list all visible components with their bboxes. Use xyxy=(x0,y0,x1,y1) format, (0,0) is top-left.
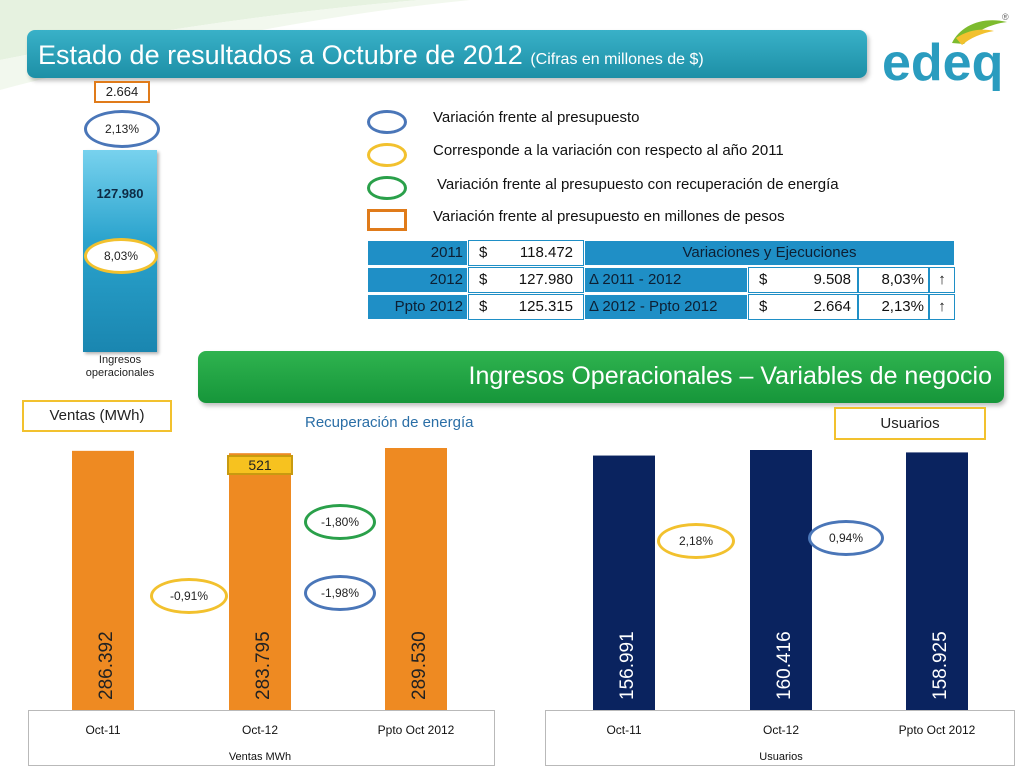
section-title: Ingresos Operacionales – Variables de ne… xyxy=(468,362,992,390)
ventas-chart-frame xyxy=(28,710,495,766)
category-label: Ppto Oct 2012 xyxy=(378,723,455,737)
table-currency: $ xyxy=(479,244,488,261)
usuarios-chart: 156.991 Oct-11 160.416 Oct-12 158.925 Ppto Oc… xyxy=(593,450,976,763)
bar-ventas-chart-0 xyxy=(72,450,134,710)
x-axis-label: Ventas MWh xyxy=(229,751,291,763)
bar-value-label: 283.795 xyxy=(253,631,274,700)
table-cell-value: $ 127.980 xyxy=(468,267,584,293)
bar-ventas-chart-2 xyxy=(385,448,447,710)
table-value: 125.315 xyxy=(518,298,573,315)
table-delta-label: Δ 2012 - Ppto 2012 xyxy=(584,294,748,320)
ingresos-variation-year: 8,03% xyxy=(84,238,158,274)
ingresos-variation-budget: 2,13% xyxy=(84,110,160,148)
usuarios-blue-annotation: 0,94% xyxy=(808,520,884,556)
legend-orange-square xyxy=(367,209,407,231)
table-delta-pct: 2,13% xyxy=(858,294,929,320)
ventas-yellow-annotation: -0,91% xyxy=(150,578,228,614)
table-delta-pct: 8,03% xyxy=(858,267,929,293)
legend-item-budget: Variación frente al presupuesto xyxy=(433,109,640,126)
table-delta-value-cell: $ 2.664 xyxy=(748,294,858,320)
legend-blue-ellipse xyxy=(367,110,407,134)
recuperacion-label: Recuperación de energía xyxy=(305,414,474,431)
x-axis-label: Usuarios xyxy=(759,751,803,763)
title-main: Estado de resultados a Octubre de 2012 xyxy=(38,40,523,70)
title-subtitle: (Cifras en millones de $) xyxy=(530,51,704,68)
table-value: 118.472 xyxy=(519,244,573,261)
ventas-green-annotation: -1,80% xyxy=(304,504,376,540)
section-bar xyxy=(198,351,1004,403)
bar-value-label: 286.392 xyxy=(96,631,117,700)
table-row-label: Ppto 2012 xyxy=(367,294,468,320)
table-delta-label: Δ 2011 - 2012 xyxy=(584,267,748,293)
table-cell-value: $ 118.472 xyxy=(468,240,584,266)
ventas-chart: 286.392 Oct-11 283.795 Oct-12 289.530 Ppto Oc… xyxy=(72,448,455,763)
ventas-label: Ventas (MWh) xyxy=(22,400,172,432)
legend-green-ellipse xyxy=(367,176,407,200)
usuarios-label: Usuarios xyxy=(834,407,986,440)
table-row-label: 2011 xyxy=(367,240,468,266)
bar-usuarios-chart-2 xyxy=(906,452,968,710)
table-value: 127.980 xyxy=(518,271,573,288)
table-delta-value: 9.508 xyxy=(813,271,851,288)
table-header: Variaciones y Ejecuciones xyxy=(584,240,955,266)
registered-mark: ® xyxy=(1002,12,1009,22)
table-currency: $ xyxy=(479,298,488,315)
category-label: Oct-12 xyxy=(763,723,799,737)
legend-item-year: Corresponde a la variación con respecto … xyxy=(433,142,784,159)
usuarios-yellow-annotation: 2,18% xyxy=(657,523,735,559)
legend-yellow-ellipse xyxy=(367,143,407,167)
bar-value-label: 160.416 xyxy=(774,631,795,700)
bar-value-label: 289.530 xyxy=(409,631,430,700)
page-title: Estado de resultados a Octubre de 2012 (… xyxy=(38,40,704,71)
ingresos-label: Ingresos operacionales xyxy=(85,354,155,379)
category-label: Oct-11 xyxy=(606,723,641,737)
table-cell-value: $ 125.315 xyxy=(468,294,584,320)
recovery-value-box: 521 xyxy=(227,455,293,475)
up-arrow-icon: ↑ xyxy=(929,267,955,293)
table-currency: $ xyxy=(759,271,768,288)
table-delta-value: 2.664 xyxy=(813,298,851,315)
bar-usuarios-chart-0 xyxy=(593,455,655,710)
ingresos-value: 127.980 xyxy=(96,186,144,201)
bar-value-label: 156.991 xyxy=(617,631,638,700)
bar-value-label: 158.925 xyxy=(930,631,951,700)
table-delta-value-cell: $ 9.508 xyxy=(748,267,858,293)
bar-ventas-chart-1 xyxy=(229,453,291,710)
edeq-logo: edeq ® xyxy=(882,12,1009,92)
up-arrow-icon: ↑ xyxy=(929,294,955,320)
title-bar xyxy=(27,30,867,78)
table-currency: $ xyxy=(759,298,768,315)
legend-item-millions: Variación frente al presupuesto en millo… xyxy=(433,208,785,225)
ventas-blue-annotation: -1,98% xyxy=(304,575,376,611)
table-currency: $ xyxy=(479,271,488,288)
category-label: Oct-12 xyxy=(242,723,278,737)
table-row-label: 2012 xyxy=(367,267,468,293)
bar-usuarios-chart-1 xyxy=(750,450,812,710)
ingresos-variation-millions: 2.664 xyxy=(94,81,150,103)
usuarios-chart-frame xyxy=(545,710,1015,766)
logo-text: edeq xyxy=(882,34,1003,92)
legend-item-recovery: Variación frente al presupuesto con recu… xyxy=(437,176,839,193)
category-label: Ppto Oct 2012 xyxy=(899,723,976,737)
category-label: Oct-11 xyxy=(85,723,120,737)
